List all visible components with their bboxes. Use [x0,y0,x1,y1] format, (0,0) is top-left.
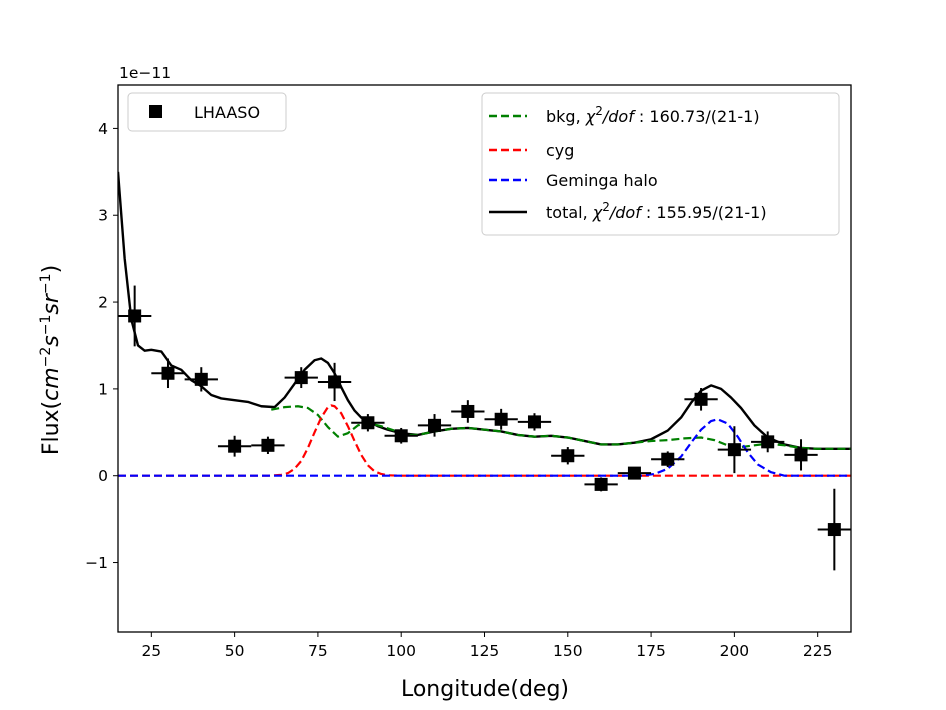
legend-total-label: total, χ2/dof : 155.95/(21-1) [546,200,767,222]
data-point [584,477,618,492]
line-bkg [271,405,851,450]
data-point [551,447,585,465]
point-marker [494,412,508,426]
ylabel-part-s: s [39,335,64,346]
data-point [317,362,352,402]
point-marker [794,448,808,462]
point-marker [761,435,775,449]
ylabel-part-exp1: −2 [38,347,54,368]
legend-cyg-label: cyg [546,141,574,160]
data-point [384,427,418,444]
point-marker [261,438,275,452]
point-marker [128,309,142,323]
point-marker [428,418,442,432]
model-lines [118,171,851,477]
point-marker [661,452,675,466]
line-geminga-halo [118,418,851,477]
x-tick-label: 200 [720,642,750,660]
data-point [484,408,518,430]
y-tick-label: 2 [98,294,108,312]
data-point [684,388,718,411]
x-tick-label: 125 [470,642,500,660]
legend-lhaaso-box [127,92,287,132]
point-marker [228,439,242,453]
legend-models: bkg, χ2/dof : 160.73/(21-1) cyg Geminga … [481,92,840,236]
y-tick-label: 1 [98,380,108,398]
point-marker [294,371,308,385]
x-axis-label: Longitude(deg) [401,677,569,702]
point-marker [394,429,408,443]
plot-frame [117,84,852,633]
y-tick-label: 3 [98,207,108,225]
data-point [151,358,185,389]
y-tick-label: −1 [85,554,108,572]
svg-text:Flux(cm−2s−1sr−1): Flux(cm−2s−1sr−1) [38,265,64,455]
x-tick-label: 75 [308,642,328,660]
point-marker [361,416,375,430]
line-total [118,171,851,450]
data-point [751,431,785,453]
data-point [817,488,851,571]
point-marker [328,375,342,389]
legend-lhaaso-marker [149,105,162,118]
y-tick-label: 0 [98,467,108,485]
point-marker [527,415,541,429]
legend-lhaaso: LHAASO [127,92,287,132]
legend-lhaaso-label: LHAASO [194,103,260,122]
legend-geminga-label: Geminga halo [546,171,658,190]
y-offset-label: 1e−11 [119,64,171,82]
data-point [717,426,752,474]
data-point [284,367,318,389]
data-point [617,466,652,480]
ylabel-part-open: Flux( [39,401,64,455]
point-marker [594,477,608,491]
data-point [451,400,485,423]
ylabel-part-cm: cm [39,367,64,401]
point-marker [161,366,175,380]
line-cyg [118,404,851,477]
legend-bkg-label: bkg, χ2/dof : 160.73/(21-1) [546,104,760,126]
data-point [517,413,552,431]
data-point [217,435,252,457]
point-marker [827,523,841,537]
point-marker [627,466,641,480]
ylabel-part-exp3: −1 [38,273,54,294]
data-point [417,414,452,437]
x-tick-label: 150 [553,642,583,660]
legend-models-box [481,92,840,236]
axis-ticks: 25 50 75 100 125 150 175 200 225 −1 0 1 2 3 4 [85,120,832,660]
point-marker [194,372,208,386]
data-point [351,414,385,432]
data-point [118,285,152,347]
x-tick-label: 225 [803,642,833,660]
ylabel-part-close: ) [39,265,64,274]
ylabel-part-exp2: −1 [38,315,54,336]
data-point [651,451,685,468]
point-marker [561,449,575,463]
ylabel-part-sr: sr [39,292,64,314]
x-tick-label: 25 [141,642,161,660]
x-tick-label: 175 [636,642,666,660]
point-marker [727,443,741,457]
x-tick-label: 100 [386,642,416,660]
data-point [184,367,218,392]
point-marker [461,404,475,418]
data-points [118,285,851,571]
data-point [784,439,818,471]
point-marker [694,392,708,406]
x-tick-label: 50 [225,642,245,660]
y-axis-label: Flux(cm−2s−1sr−1) [38,265,64,455]
data-point [251,436,285,455]
y-tick-label: 4 [98,120,108,138]
